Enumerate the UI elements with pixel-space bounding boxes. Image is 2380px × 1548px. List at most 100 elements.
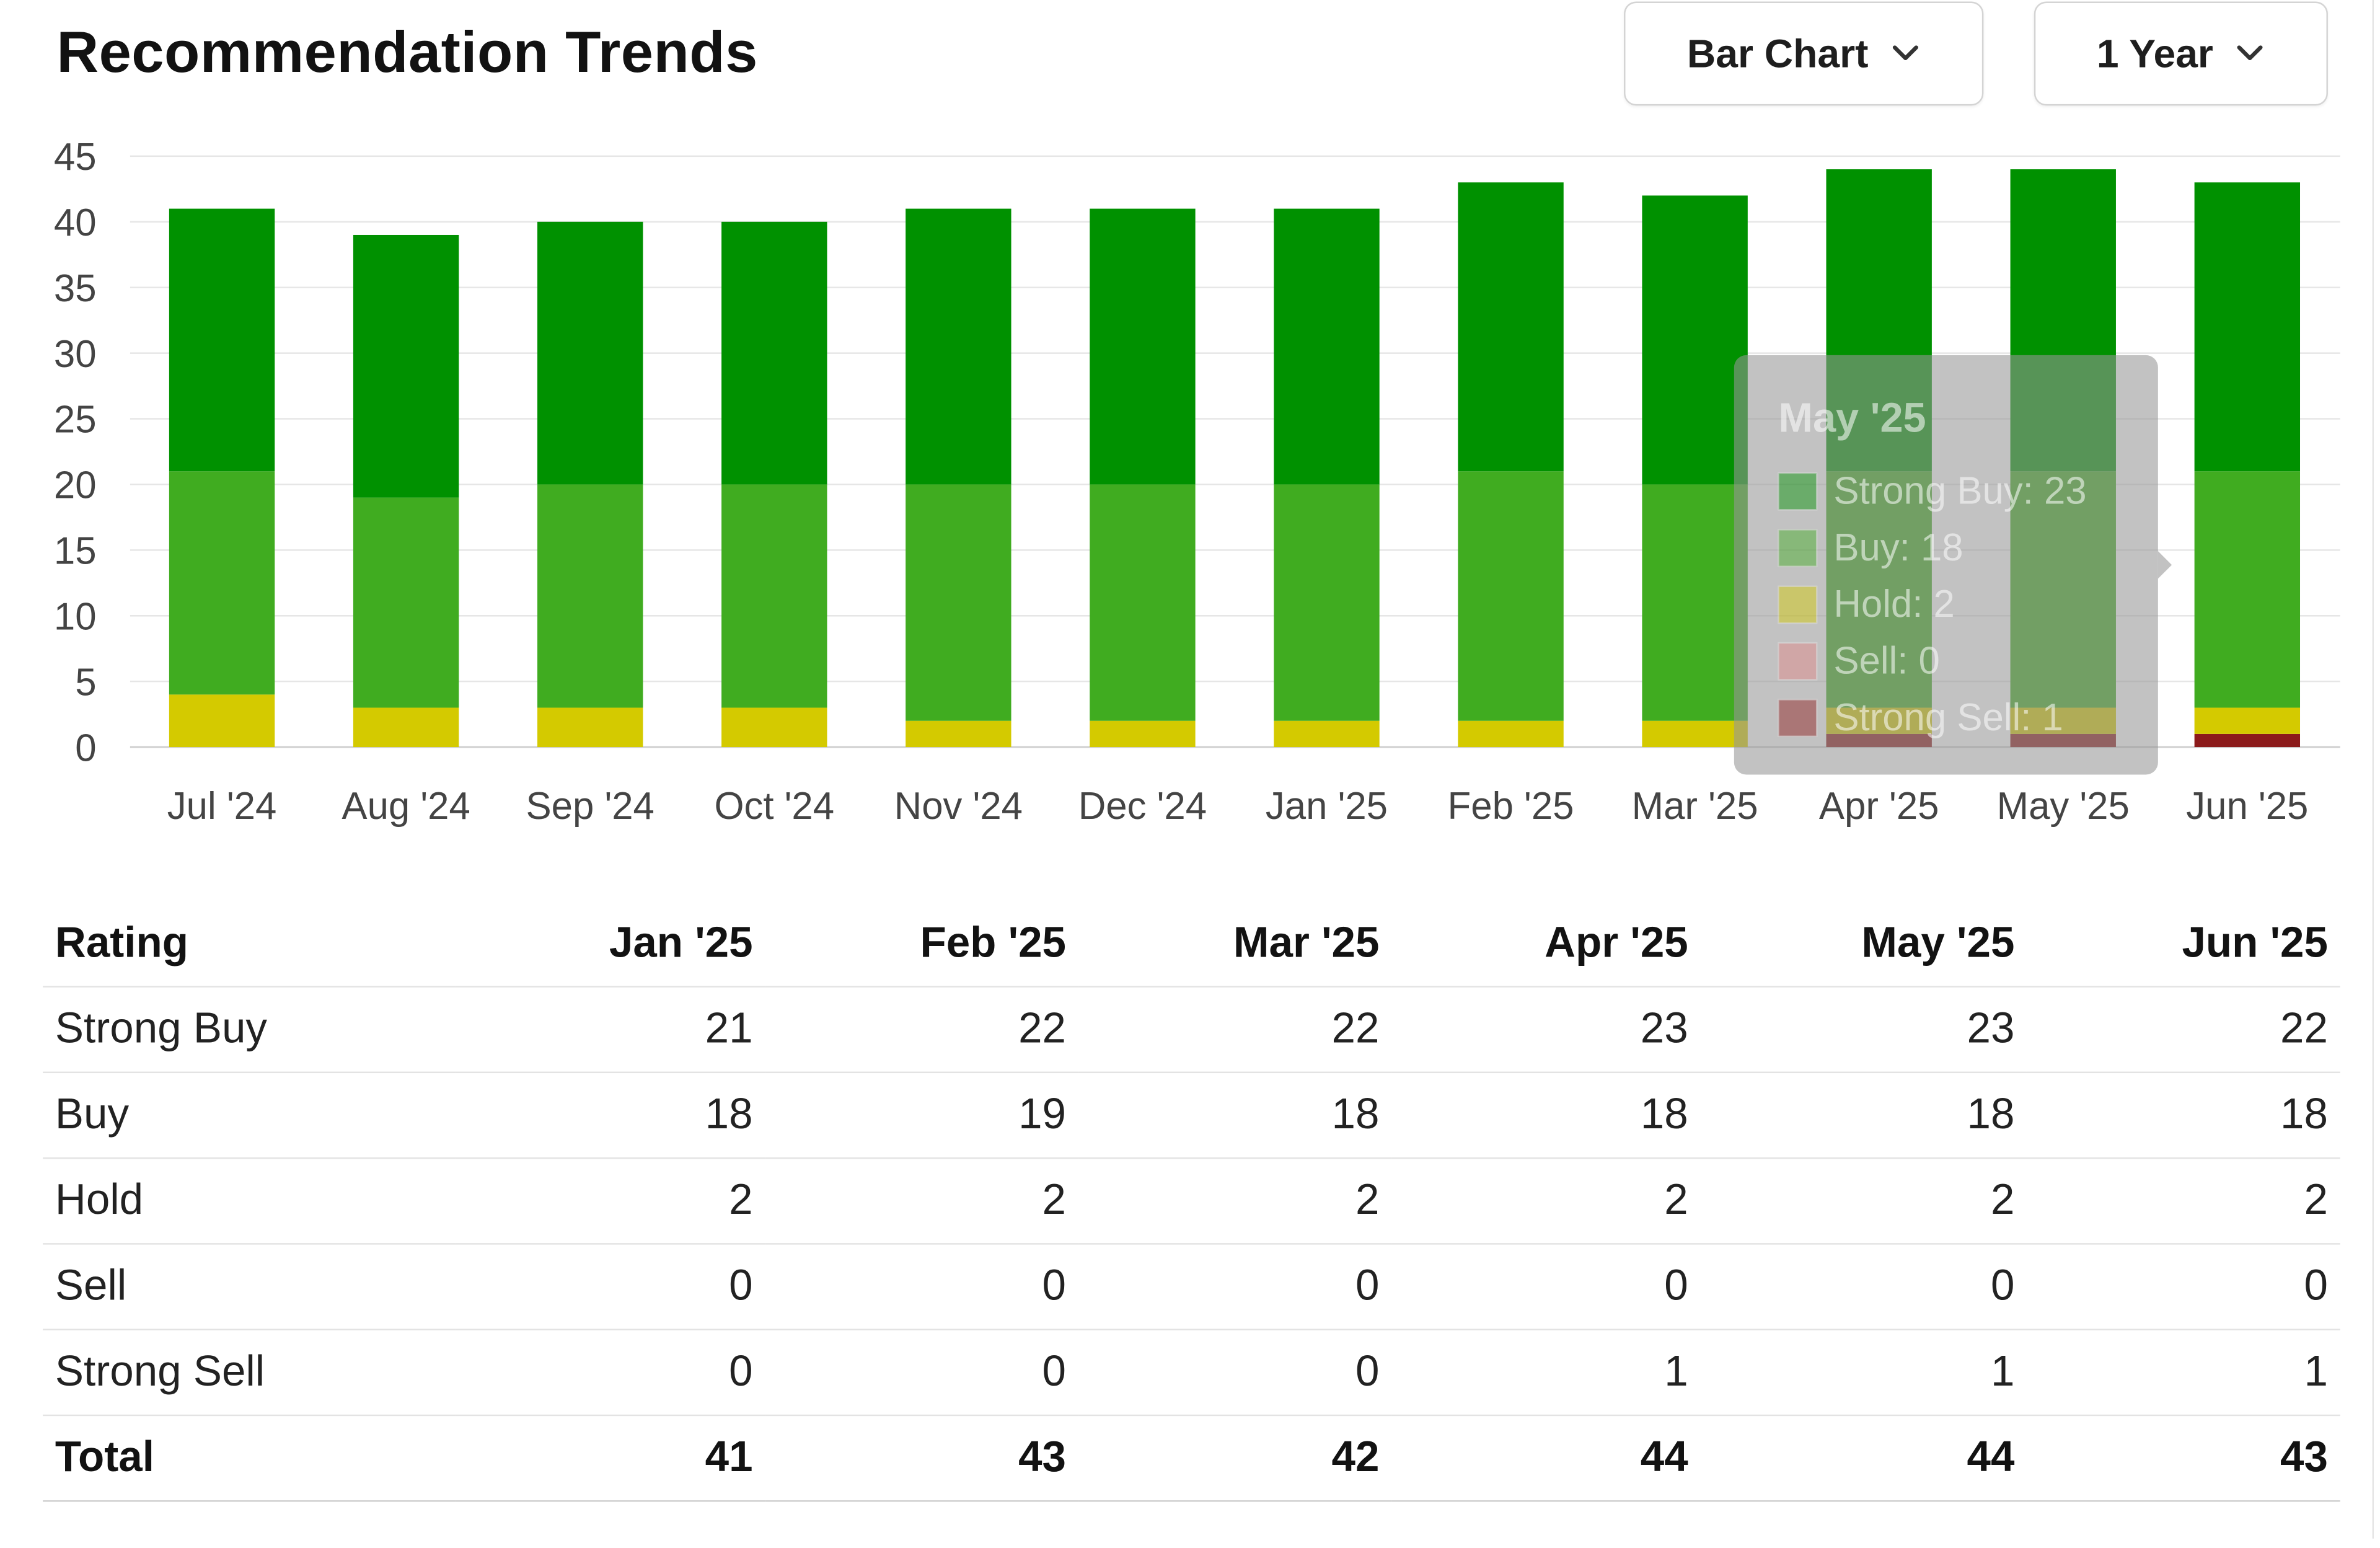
table-cell: 19 <box>765 1071 1078 1159</box>
table-header-row: Rating Jan '25 Feb '25 Mar '25 Apr '25 M… <box>43 900 2340 987</box>
x-tick-label: Sep '24 <box>526 785 654 828</box>
y-tick-label: 20 <box>54 464 97 507</box>
table-header-month: May '25 <box>1700 900 2027 987</box>
table-cell: 1 <box>1700 1329 2027 1415</box>
table-cell: 0 <box>1700 1243 2027 1330</box>
table-header-month: Jan '25 <box>456 900 765 987</box>
table-cell: 18 <box>1700 1071 2027 1159</box>
bar-segment-strong-buy <box>721 221 827 485</box>
table-cell: 21 <box>456 986 765 1073</box>
total-cell: 44 <box>1700 1414 2027 1502</box>
x-tick-label: Jun '25 <box>2186 785 2308 828</box>
range-dropdown[interactable]: 1 Year <box>2034 1 2328 106</box>
y-tick-label: 10 <box>54 595 97 638</box>
bar-segment-buy <box>353 497 459 708</box>
bar-segment-strong-buy <box>169 208 275 472</box>
total-label: Total <box>43 1414 456 1502</box>
bar-segment-hold <box>906 720 1011 748</box>
page-title: Recommendation Trends <box>56 21 758 86</box>
tooltip-title: May '25 <box>1778 395 1926 441</box>
bar-segment-strong-buy <box>1274 208 1380 485</box>
table-row: Hold 2 2 2 2 2 2 <box>43 1157 2340 1244</box>
chart-type-selected: Bar Chart <box>1686 30 1869 76</box>
table-header-month: Feb '25 <box>765 900 1078 987</box>
x-tick-label: Oct '24 <box>714 785 834 828</box>
x-tick-label: Dec '24 <box>1078 785 1207 828</box>
table-cell: 0 <box>1078 1329 1392 1415</box>
bar-segment-hold <box>169 694 275 748</box>
x-tick-label: Feb '25 <box>1448 785 1574 828</box>
bar-segment-strong-buy <box>1090 208 1196 485</box>
table-cell: 2 <box>1700 1157 2027 1244</box>
table-total-row: Total 41 43 42 44 44 43 <box>43 1414 2340 1502</box>
chart-type-dropdown[interactable]: Bar Chart <box>1624 1 1984 106</box>
bar-segment-strong-buy <box>537 221 643 485</box>
tooltip-box <box>1734 355 2158 775</box>
table-header-month: Apr '25 <box>1391 900 1701 987</box>
row-label: Strong Sell <box>43 1329 456 1415</box>
y-tick-label: 5 <box>75 661 96 704</box>
tooltip-line: Strong Sell: 1 <box>1833 696 2063 739</box>
table-cell: 2 <box>1078 1157 1392 1244</box>
total-cell: 44 <box>1391 1414 1701 1502</box>
total-cell: 42 <box>1078 1414 1392 1502</box>
y-axis-ticks: 0 5 10 15 20 25 30 35 40 45 <box>54 136 97 769</box>
tooltip-swatch <box>1778 585 1818 624</box>
y-tick-label: 25 <box>54 399 97 441</box>
table-cell: 0 <box>1078 1243 1392 1330</box>
chart-bars <box>169 169 2301 748</box>
x-tick-label: Aug '24 <box>342 785 470 828</box>
bar-segment-hold <box>1274 720 1380 748</box>
bar-segment-buy <box>537 484 643 708</box>
bar-segment-hold <box>721 707 827 748</box>
table-cell: 0 <box>456 1243 765 1330</box>
bar-segment-strong-buy <box>353 234 459 498</box>
bar-segment-hold <box>1458 720 1564 748</box>
tooltip-swatch <box>1778 529 1818 567</box>
tooltip-pointer <box>2157 551 2172 579</box>
chevron-down-icon <box>1892 45 1918 61</box>
bar-segment-strong-buy <box>2194 182 2301 472</box>
x-tick-label: Jul '24 <box>167 785 276 828</box>
bar-segment-hold <box>2194 707 2301 734</box>
recommendation-bar-chart: 0 5 10 15 20 25 30 35 40 45 Jul '24 Aug '24 Sep '24… <box>54 136 2340 828</box>
bar-segment-buy <box>169 471 275 695</box>
table-cell: 22 <box>1078 986 1392 1073</box>
y-tick-label: 40 <box>54 201 97 244</box>
row-label: Sell <box>43 1243 456 1330</box>
tooltip-line: Sell: 0 <box>1833 640 1940 683</box>
bar-segment-hold <box>1642 720 1748 748</box>
table-cell: 23 <box>1700 986 2027 1073</box>
row-label: Hold <box>43 1157 456 1244</box>
total-cell: 41 <box>456 1414 765 1502</box>
tooltip-line: Strong Buy: 23 <box>1833 469 2086 512</box>
bar-segment-buy <box>721 484 827 708</box>
bar-segment-buy <box>906 484 1011 721</box>
y-tick-label: 30 <box>54 333 97 376</box>
table-cell: 0 <box>765 1329 1078 1415</box>
bar-segment-strong-buy <box>906 208 1011 485</box>
table-cell: 18 <box>1391 1071 1701 1159</box>
panel-border <box>2372 0 2374 1539</box>
chevron-down-icon <box>2237 45 2263 61</box>
ratings-table: Rating Jan '25 Feb '25 Mar '25 Apr '25 M… <box>43 900 2340 1502</box>
table-row: Strong Sell 0 0 0 1 1 1 <box>43 1329 2340 1415</box>
tooltip-line: Buy: 18 <box>1833 526 1963 569</box>
table-cell: 22 <box>765 986 1078 1073</box>
bar-segment-buy <box>1642 484 1748 721</box>
bar-segment-hold <box>1090 720 1196 748</box>
tooltip-swatch <box>1778 699 1818 738</box>
x-tick-label: May '25 <box>1997 785 2130 828</box>
table-cell: 2 <box>2027 1157 2340 1244</box>
table-cell: 0 <box>456 1329 765 1415</box>
table-cell: 23 <box>1391 986 1701 1073</box>
table-cell: 0 <box>1391 1243 1701 1330</box>
chart-tooltip: May '25 Strong Buy: 23 Buy: 18 Hold: 2 Sell:… <box>1734 355 2172 775</box>
chart-gridlines <box>130 155 2340 748</box>
table-cell: 18 <box>2027 1071 2340 1159</box>
y-tick-label: 0 <box>75 727 96 769</box>
x-tick-label: Jan '25 <box>1266 785 1388 828</box>
table-cell: 2 <box>765 1157 1078 1244</box>
x-tick-label: Apr '25 <box>1819 785 1939 828</box>
table-header-month: Jun '25 <box>2027 900 2340 987</box>
